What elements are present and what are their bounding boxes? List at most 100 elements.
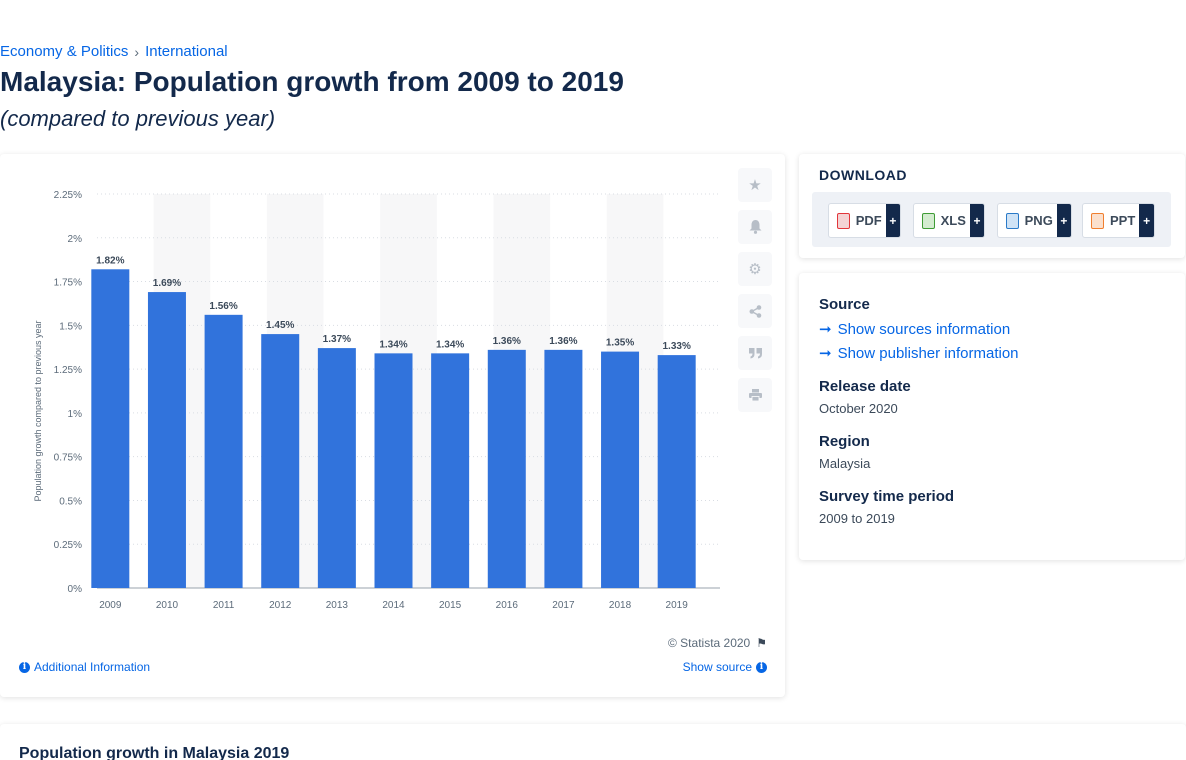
show-publisher-link[interactable]: ➞ Show publisher information — [819, 344, 1019, 363]
bar — [487, 349, 526, 588]
x-tick-label: 2013 — [326, 600, 349, 611]
bar — [431, 353, 470, 588]
bar-value-label: 1.45% — [266, 320, 294, 331]
bar-value-label: 1.56% — [209, 301, 237, 312]
plus-icon: + — [1056, 204, 1071, 237]
bar-chart: 0% 0.25% 0.5% 0.75% 1% 1.25% 1.5% 1.75% 2% 2.25% P… — [33, 190, 720, 611]
print-button[interactable] — [738, 378, 772, 412]
page-title: Malaysia: Population growth from 2009 to… — [0, 66, 624, 97]
release-date-value: October 2020 — [819, 401, 898, 416]
download-pdf-button[interactable]: PDF + — [828, 203, 901, 238]
info-icon: i — [19, 661, 30, 673]
survey-period-value: 2009 to 2019 — [819, 511, 895, 526]
bar — [374, 353, 413, 588]
breadcrumb-link-economy[interactable]: Economy & Politics — [0, 43, 129, 60]
download-ppt-label: PPT — [1110, 213, 1136, 228]
y-tick-label: 0% — [68, 584, 83, 595]
xls-file-icon — [922, 212, 935, 229]
settings-button[interactable]: ⚙ — [738, 252, 772, 286]
bar — [204, 314, 243, 588]
bar-value-label: 1.36% — [493, 336, 521, 347]
y-tick-label: 0.5% — [59, 496, 82, 507]
show-source-label: Show source — [682, 660, 752, 674]
bar-value-label: 1.37% — [323, 334, 351, 345]
bar-value-label: 1.34% — [379, 339, 407, 350]
copyright-text: © Statista 2020 — [668, 636, 751, 650]
share-icon — [749, 304, 761, 318]
additional-information-link[interactable]: i Additional Information — [19, 660, 150, 674]
bar — [147, 292, 186, 588]
survey-period-heading: Survey time period — [819, 488, 955, 505]
statista-copyright: © Statista 2020 ⚑ — [668, 636, 767, 650]
y-tick-label: 1.75% — [54, 278, 82, 289]
bar-value-label: 1.69% — [153, 278, 181, 289]
download-xls-label: XLS — [940, 213, 966, 228]
bell-icon — [749, 220, 761, 234]
notification-button[interactable] — [738, 210, 772, 244]
download-ppt-button[interactable]: PPT + — [1082, 203, 1155, 238]
info-icon: i — [756, 661, 767, 673]
bar-value-label: 1.82% — [96, 255, 124, 266]
bar-value-label: 1.36% — [549, 336, 577, 347]
bar — [317, 348, 356, 588]
source-heading: Source — [819, 296, 870, 313]
x-tick-label: 2019 — [666, 600, 689, 611]
download-png-button[interactable]: PNG + — [997, 203, 1072, 238]
y-tick-label: 1% — [68, 409, 83, 420]
flag-icon[interactable]: ⚑ — [756, 636, 767, 650]
pdf-file-icon — [837, 212, 850, 229]
bar — [657, 355, 696, 588]
x-tick-label: 2009 — [99, 600, 122, 611]
y-tick-label: 0.75% — [54, 453, 82, 464]
show-sources-label: Show sources information — [837, 320, 1011, 338]
bar-value-label: 1.34% — [436, 339, 464, 350]
star-icon: ★ — [748, 177, 762, 194]
quote-icon — [748, 347, 762, 358]
x-tick-label: 2014 — [382, 600, 405, 611]
cite-button[interactable] — [738, 336, 772, 370]
download-card: DOWNLOAD PDF + XLS + PNG + PPT + — [799, 154, 1185, 258]
bar — [261, 334, 300, 588]
bar — [601, 351, 640, 588]
plus-icon: + — [1139, 204, 1154, 237]
plus-icon: + — [885, 204, 900, 237]
description-title: Population growth in Malaysia 2019 — [19, 745, 290, 760]
arrow-right-icon: ➞ — [819, 321, 832, 338]
breadcrumb-link-international[interactable]: International — [145, 43, 228, 60]
x-tick-label: 2018 — [609, 600, 632, 611]
y-axis-label: Population growth compared to previous y… — [33, 320, 43, 501]
download-pdf-label: PDF — [855, 213, 882, 228]
y-tick-label: 1.5% — [59, 321, 82, 332]
share-button[interactable] — [738, 294, 772, 328]
show-sources-link[interactable]: ➞ Show sources information — [819, 320, 1011, 339]
download-options: PDF + XLS + PNG + PPT + — [812, 192, 1171, 247]
breadcrumb: Economy & Politics › International — [0, 43, 228, 60]
description-card: Population growth in Malaysia 2019 — [0, 724, 1186, 760]
x-tick-label: 2012 — [269, 600, 292, 611]
breadcrumb-separator: › — [134, 43, 140, 60]
download-png-label: PNG — [1024, 213, 1053, 228]
page-subtitle: (compared to previous year) — [0, 106, 276, 131]
bar — [544, 349, 583, 588]
download-title: DOWNLOAD — [819, 167, 907, 183]
y-tick-label: 0.25% — [54, 540, 82, 551]
release-date-heading: Release date — [819, 378, 911, 395]
x-tick-label: 2017 — [552, 600, 575, 611]
region-heading: Region — [819, 433, 870, 450]
x-tick-label: 2010 — [156, 600, 179, 611]
favorite-button[interactable]: ★ — [738, 168, 772, 202]
x-tick-label: 2016 — [496, 600, 519, 611]
y-tick-label: 1.25% — [54, 365, 82, 376]
download-xls-button[interactable]: XLS + — [913, 203, 985, 238]
plus-icon: + — [969, 204, 984, 237]
bar — [91, 269, 130, 588]
ppt-file-icon — [1091, 212, 1105, 229]
x-tick-label: 2015 — [439, 600, 462, 611]
y-tick-label: 2% — [68, 234, 83, 245]
arrow-right-icon: ➞ — [819, 345, 832, 362]
gear-icon: ⚙ — [748, 261, 762, 278]
show-source-link[interactable]: Show source i — [683, 660, 767, 674]
chart-tools: ★ ⚙ — [738, 168, 772, 420]
show-publisher-label: Show publisher information — [837, 344, 1019, 362]
x-tick-label: 2011 — [213, 600, 235, 611]
